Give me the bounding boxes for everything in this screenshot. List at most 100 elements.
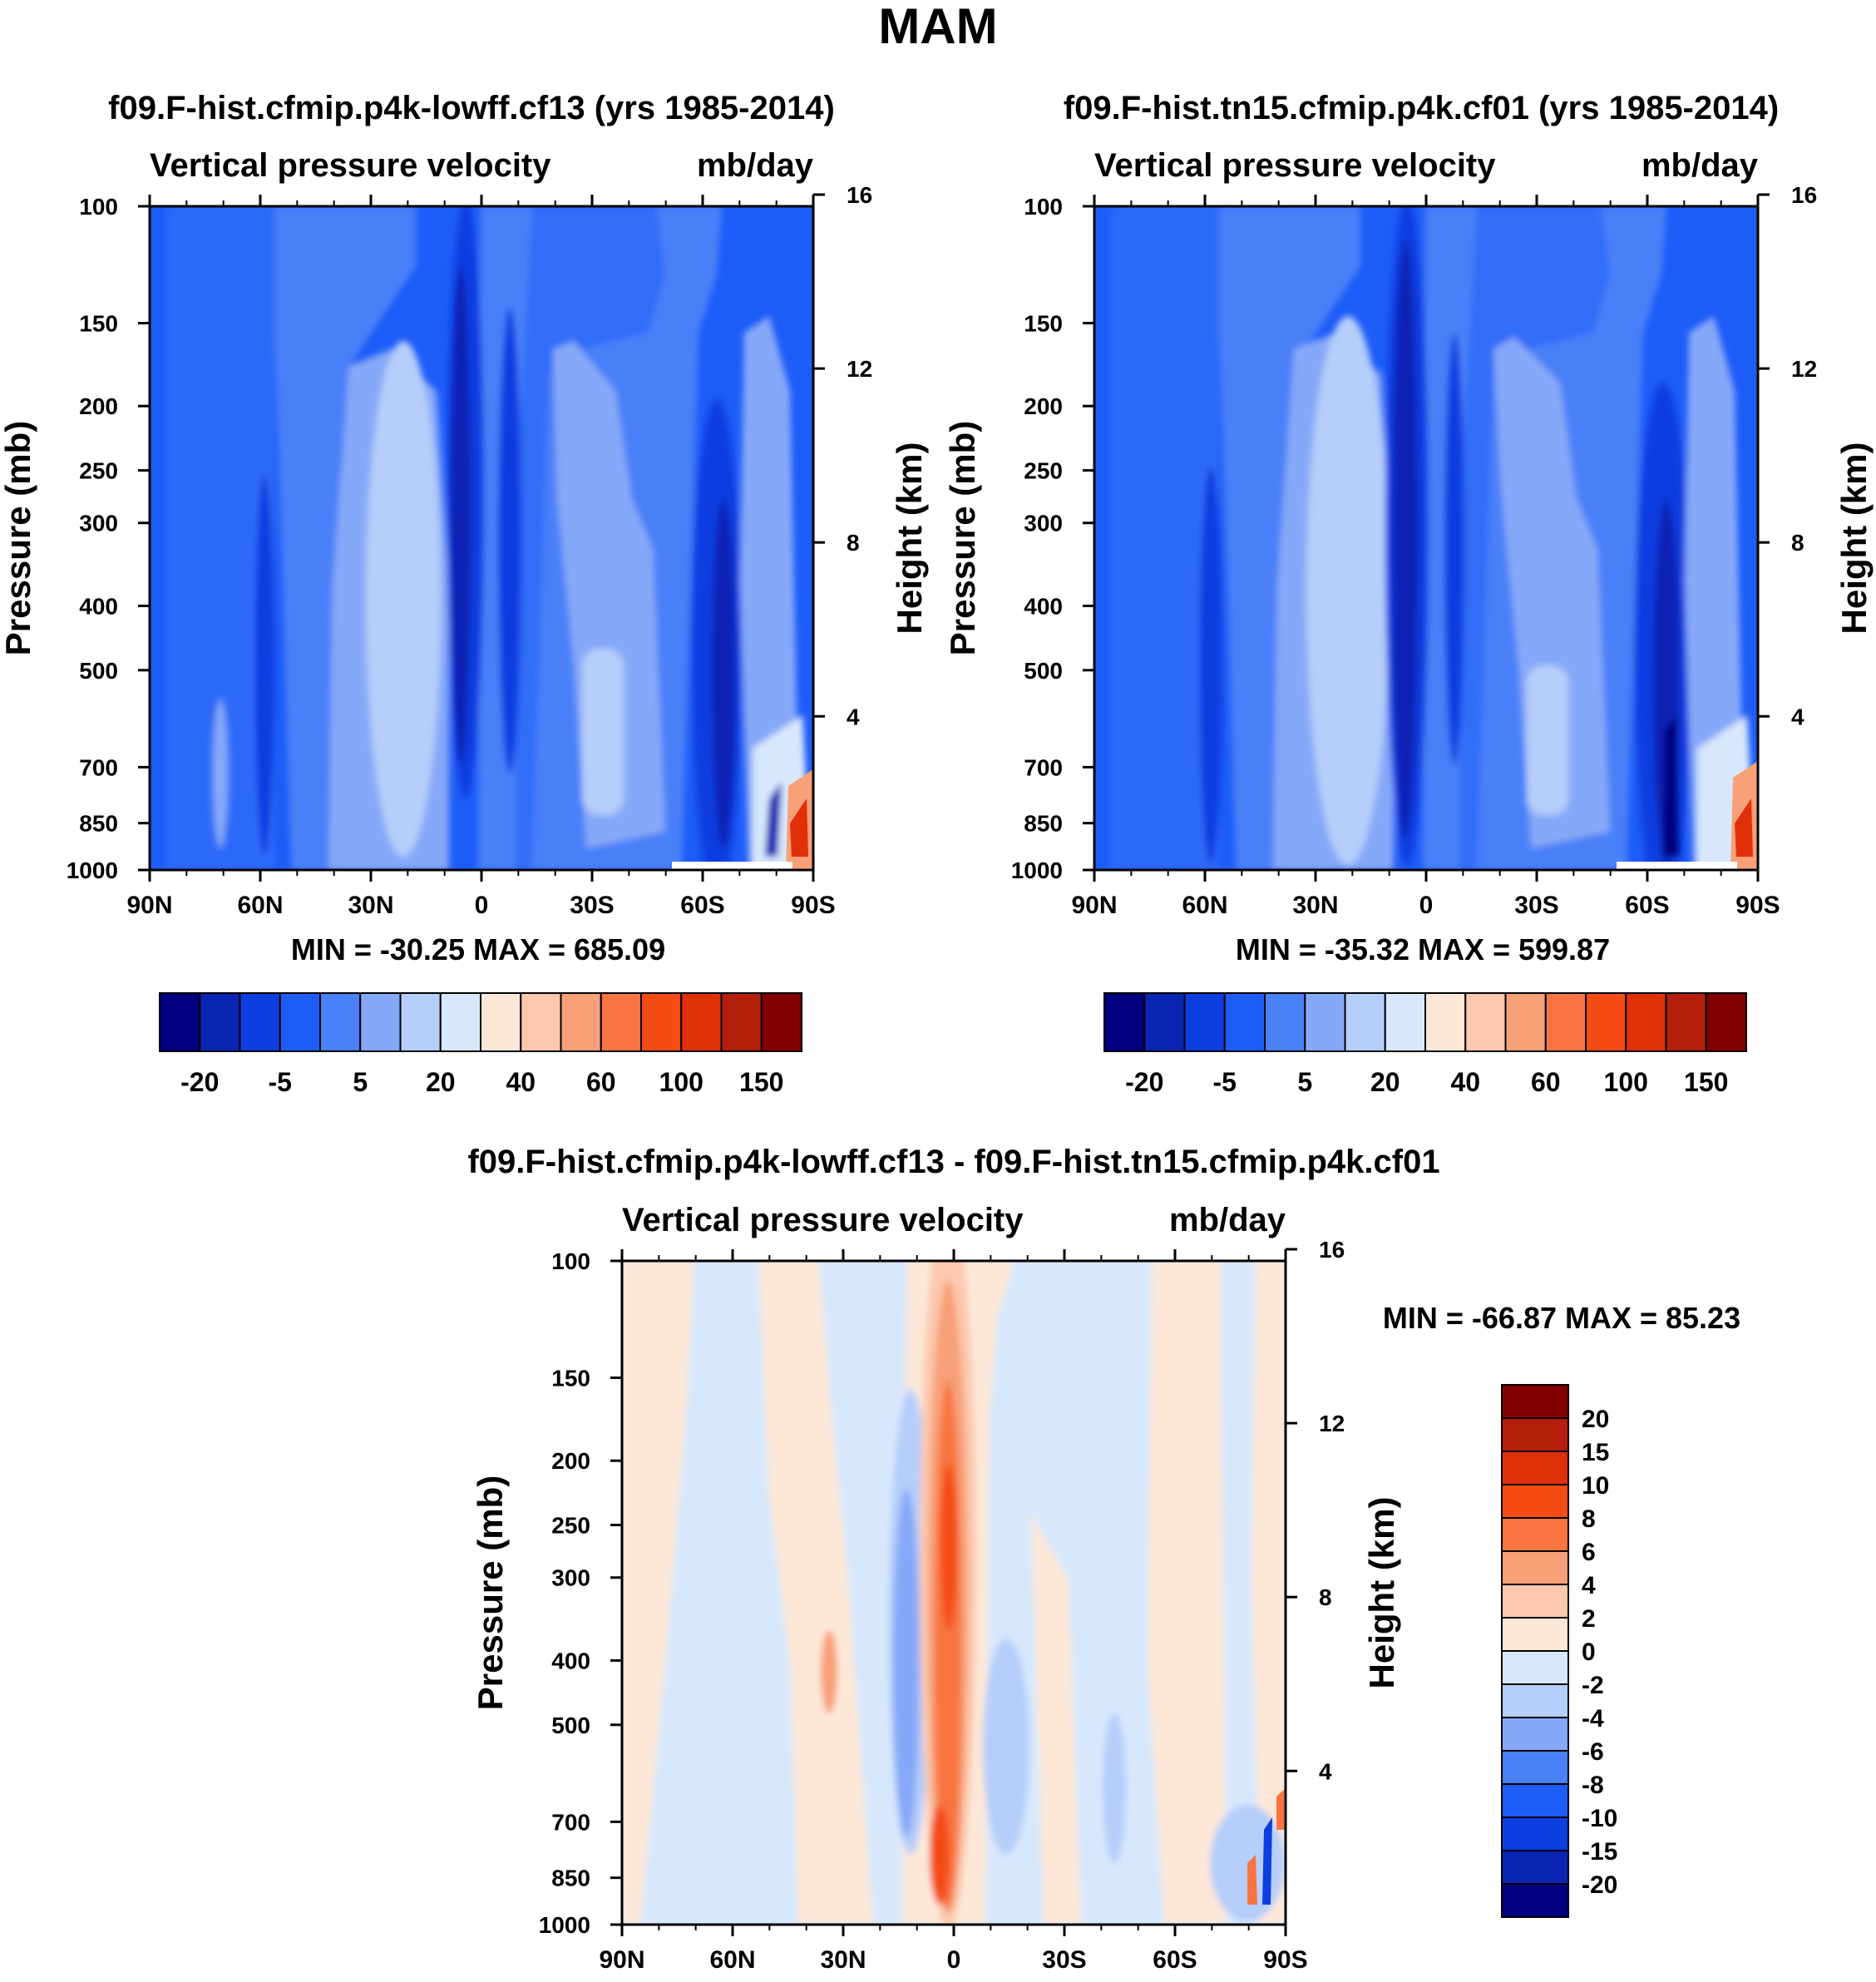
colorbar-swatch bbox=[1501, 1883, 1569, 1918]
colorbar-swatch bbox=[279, 992, 321, 1052]
colorbar-label: -6 bbox=[1582, 1738, 1604, 1766]
field-band bbox=[1735, 798, 1753, 857]
colorbar-swatch bbox=[640, 992, 683, 1052]
panel-title: f09.F-hist.tn15.cfmip.p4k.cf01 (yrs 1985… bbox=[1064, 90, 1779, 126]
field-band bbox=[622, 1261, 694, 1925]
colorbar-label: 0 bbox=[1582, 1638, 1596, 1666]
units-label: mb/day bbox=[1169, 1202, 1286, 1238]
field-band bbox=[765, 782, 782, 857]
y-axis-label: Pressure (mb) bbox=[943, 421, 982, 655]
colorbar-swatch bbox=[1501, 1451, 1569, 1485]
y-tick-label: 700 bbox=[79, 754, 118, 780]
colorbar-label: 60 bbox=[1531, 1067, 1561, 1097]
panel-bottom: f09.F-hist.cfmip.p4k-lowff.cf13 - f09.F-… bbox=[467, 1144, 1740, 1974]
colorbar: -20 -5 5 20 40 60 100 150 bbox=[1103, 992, 1747, 1097]
colorbar-label: 5 bbox=[353, 1067, 368, 1097]
colorbar-label: 100 bbox=[659, 1067, 704, 1097]
colorbar-swatch bbox=[1464, 992, 1507, 1052]
colorbar-swatch bbox=[1585, 992, 1627, 1052]
y-tick-label: 300 bbox=[1024, 511, 1063, 536]
x-tick-label: 60N bbox=[709, 1946, 755, 1974]
contour-field bbox=[622, 1261, 1286, 1925]
colorbar-swatch bbox=[680, 992, 723, 1052]
y-tick-label: 300 bbox=[551, 1565, 590, 1591]
colorbar-label: -20 bbox=[1125, 1067, 1163, 1097]
panel-top-left: f09.F-hist.cfmip.p4k-lowff.cf13 (yrs 198… bbox=[0, 90, 929, 1097]
y-tick-label: 1000 bbox=[67, 858, 118, 883]
y2-axis: 16 12 8 4 bbox=[813, 182, 872, 729]
colorbar-label: 4 bbox=[1582, 1572, 1596, 1599]
y-tick-label: 500 bbox=[551, 1713, 590, 1738]
y2-tick-label: 8 bbox=[1791, 530, 1804, 556]
colorbar-swatch bbox=[199, 992, 241, 1052]
colorbar-label: -5 bbox=[269, 1067, 292, 1097]
colorbar-swatch bbox=[1501, 1417, 1569, 1452]
x-tick-label: 60N bbox=[1182, 892, 1227, 919]
y-tick-label: 400 bbox=[1024, 593, 1063, 619]
stats-label: MIN = -30.25 MAX = 685.09 bbox=[291, 932, 665, 966]
y-tick-label: 500 bbox=[79, 658, 118, 684]
colorbar-label: 60 bbox=[586, 1067, 616, 1097]
field-band bbox=[930, 1805, 950, 1905]
colorbar-swatch bbox=[760, 992, 802, 1052]
y2-axis: 16 12 8 4 bbox=[1758, 182, 1817, 729]
field-band bbox=[1251, 1261, 1286, 1925]
colorbar-swatch bbox=[1501, 1550, 1569, 1585]
x-tick-label: 30S bbox=[1514, 892, 1558, 919]
y-tick-label: 850 bbox=[79, 811, 118, 837]
y-tick-label: 100 bbox=[79, 194, 118, 220]
x-tick-label: 60S bbox=[680, 892, 724, 919]
x-tick-label: 0 bbox=[947, 1946, 961, 1974]
y2-tick-label: 4 bbox=[1319, 1758, 1332, 1784]
y2-tick-label: 4 bbox=[1791, 704, 1804, 729]
y-axis-label: Pressure (mb) bbox=[471, 1475, 510, 1710]
x-axis: 90N 60N 30N 0 30S 60S 90S bbox=[599, 1249, 1308, 1974]
colorbar-label: -8 bbox=[1582, 1772, 1604, 1799]
colorbar-label: -20 bbox=[1582, 1871, 1617, 1899]
colorbar-swatch bbox=[1501, 1683, 1569, 1718]
colorbar-swatch bbox=[239, 992, 281, 1052]
y2-axis: 16 12 8 4 bbox=[1286, 1237, 1345, 1784]
y-tick-label: 250 bbox=[1024, 458, 1063, 484]
x-tick-label: 90N bbox=[1071, 892, 1117, 919]
colorbar-swatch bbox=[1501, 1750, 1569, 1785]
field-band bbox=[254, 474, 274, 857]
field-band bbox=[498, 308, 521, 774]
x-axis: 90N 60N 30N 0 30S 60S 90S bbox=[126, 195, 836, 919]
colorbar-label: 15 bbox=[1582, 1439, 1609, 1466]
figure-title: MAM bbox=[878, 0, 997, 54]
field-band bbox=[274, 206, 416, 870]
y-tick-label: 250 bbox=[551, 1513, 590, 1539]
colorbar: -20 -5 5 20 40 60 100 150 bbox=[159, 992, 802, 1097]
colorbar-swatch bbox=[1501, 1717, 1569, 1752]
y-tick-label: 100 bbox=[1024, 194, 1063, 220]
x-tick-label: 60S bbox=[1625, 892, 1669, 919]
units-label: mb/day bbox=[697, 147, 814, 184]
x-tick-label: 60S bbox=[1153, 1946, 1197, 1974]
colorbar-swatch bbox=[1501, 1650, 1569, 1685]
field-band bbox=[451, 266, 471, 765]
y2-tick-label: 16 bbox=[847, 182, 872, 208]
y-axis: 100 150 200 250 300 400 500 700 850 1000 bbox=[539, 1248, 622, 1938]
colorbar-swatch bbox=[1384, 992, 1426, 1052]
y2-tick-label: 12 bbox=[847, 356, 872, 382]
colorbar-swatch bbox=[520, 992, 562, 1052]
y-tick-label: 400 bbox=[551, 1648, 590, 1673]
x-tick-label: 30N bbox=[1292, 892, 1338, 919]
y-tick-label: 100 bbox=[551, 1248, 590, 1274]
variable-label: Vertical pressure velocity bbox=[1094, 147, 1496, 184]
y-tick-label: 1000 bbox=[539, 1912, 590, 1938]
x-tick-label: 30S bbox=[570, 892, 614, 919]
colorbar-swatch bbox=[1504, 992, 1547, 1052]
colorbar-label: 8 bbox=[1582, 1505, 1596, 1533]
stats-label: MIN = -35.32 MAX = 599.87 bbox=[1236, 932, 1610, 966]
x-tick-label: 90S bbox=[1735, 892, 1780, 919]
colorbar-swatch bbox=[1501, 1816, 1569, 1851]
colorbar-swatch bbox=[1625, 992, 1667, 1052]
field-band bbox=[366, 341, 441, 857]
colorbar-swatch bbox=[1264, 992, 1306, 1052]
x-tick-label: 90N bbox=[599, 1946, 644, 1974]
colorbar-swatch bbox=[1501, 1484, 1569, 1519]
contour-field bbox=[150, 206, 813, 870]
colorbar-label: 20 bbox=[1370, 1067, 1400, 1097]
